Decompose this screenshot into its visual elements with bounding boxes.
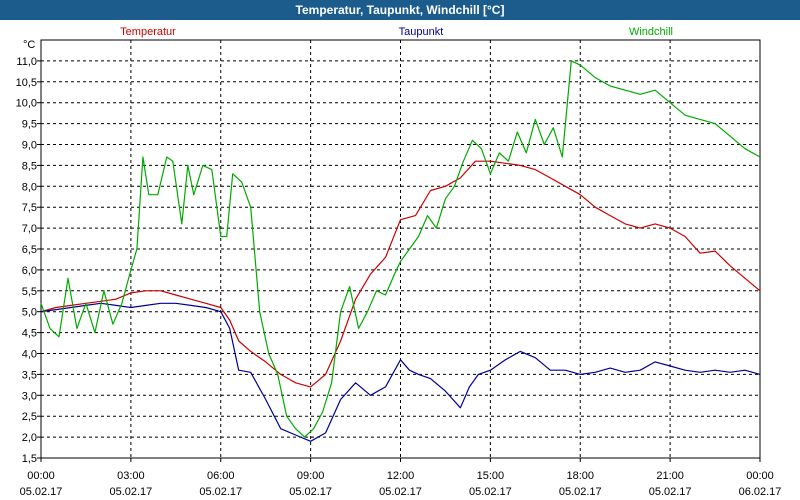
x-tick-time-label: 12:00: [387, 470, 415, 482]
legend-item-windchill: Windchill: [629, 26, 673, 38]
y-tick-label: 8,5: [22, 160, 37, 172]
legend-item-temperatur: Temperatur: [120, 26, 176, 38]
y-tick-label: 8,0: [22, 181, 37, 193]
y-tick-label: 3,0: [22, 390, 37, 402]
y-tick-label: 2,0: [22, 432, 37, 444]
x-tick-time-label: 21:00: [656, 470, 684, 482]
x-tick-date-label: 05.02.17: [199, 486, 242, 498]
x-tick-time-label: 03:00: [117, 470, 145, 482]
y-tick-label: 9,0: [22, 140, 37, 152]
y-tick-label: 7,0: [22, 223, 37, 235]
series-line-temperatur: [40, 160, 761, 388]
y-tick-label: 10,0: [16, 98, 37, 110]
x-tick-date-label: 05.02.17: [289, 486, 332, 498]
x-tick-date-label: 05.02.17: [109, 486, 152, 498]
x-tick-time-label: 06:00: [207, 470, 235, 482]
series-line-taupunkt: [40, 302, 761, 442]
y-tick-label: 5,5: [22, 286, 37, 298]
y-tick-label: 9,5: [22, 119, 37, 131]
y-tick-label: 7,5: [22, 202, 37, 214]
legend-item-taupunkt: Taupunkt: [399, 26, 444, 38]
y-tick-label: 4,5: [22, 328, 37, 340]
x-tick-time-label: 15:00: [477, 470, 505, 482]
chart-title: Temperatur, Taupunkt, Windchill [°C]: [0, 0, 800, 20]
x-tick-date-label: 05.02.17: [20, 486, 63, 498]
y-tick-label: 1,5: [22, 453, 37, 465]
x-tick-time-label: 09:00: [297, 470, 325, 482]
y-tick-label: 4,0: [22, 349, 37, 361]
x-tick-date-label: 05.02.17: [379, 486, 422, 498]
x-tick-time-label: 00:00: [746, 470, 774, 482]
y-tick-label: 6,0: [22, 265, 37, 277]
x-tick-date-label: 05.02.17: [469, 486, 512, 498]
y-tick-label: 6,5: [22, 244, 37, 256]
y-tick-label: 5,0: [22, 307, 37, 319]
y-tick-label: 11,0: [16, 56, 37, 68]
x-tick-date-label: 05.02.17: [559, 486, 602, 498]
y-axis-label: °C: [23, 39, 35, 51]
x-tick-date-label: 05.02.17: [649, 486, 692, 498]
series-line-windchill: [40, 60, 761, 438]
x-tick-date-label: 06.02.17: [739, 486, 782, 498]
y-tick-label: 2,5: [22, 411, 37, 423]
y-tick-label: 3,5: [22, 369, 37, 381]
x-tick-time-label: 18:00: [566, 470, 594, 482]
y-tick-label: 10,5: [16, 77, 37, 89]
x-tick-time-label: 00:00: [27, 470, 55, 482]
